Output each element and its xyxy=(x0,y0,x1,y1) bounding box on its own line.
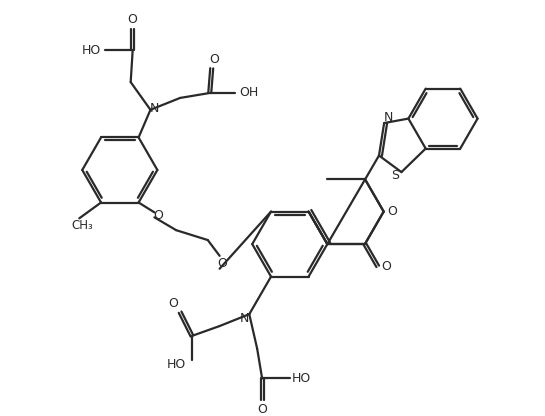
Text: O: O xyxy=(154,209,164,222)
Text: OH: OH xyxy=(240,87,259,99)
Text: HO: HO xyxy=(167,358,186,371)
Text: O: O xyxy=(382,260,391,273)
Text: N: N xyxy=(240,312,249,324)
Text: O: O xyxy=(209,53,219,66)
Text: O: O xyxy=(217,257,227,270)
Text: HO: HO xyxy=(292,372,311,385)
Text: O: O xyxy=(168,297,178,310)
Text: O: O xyxy=(128,13,137,26)
Text: N: N xyxy=(383,111,393,124)
Text: O: O xyxy=(387,205,397,218)
Text: HO: HO xyxy=(82,44,101,57)
Text: S: S xyxy=(391,168,399,181)
Text: N: N xyxy=(150,102,159,115)
Text: O: O xyxy=(257,403,267,416)
Text: CH₃: CH₃ xyxy=(71,219,93,232)
